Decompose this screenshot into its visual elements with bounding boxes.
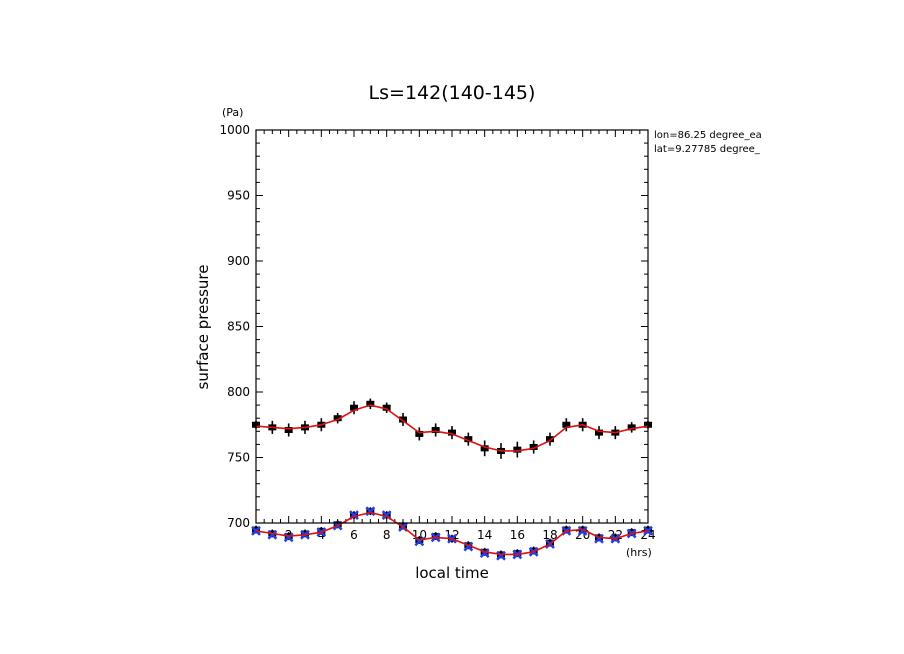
square-marker: [513, 446, 522, 453]
y-tick-label: 850: [227, 320, 250, 334]
x-marker: [267, 529, 278, 540]
y-tick-label: 700: [227, 516, 250, 530]
y-tick-label: 800: [227, 385, 250, 399]
x-tick-label: 18: [542, 528, 557, 542]
y-tick-label: 1000: [219, 123, 250, 137]
square-marker: [415, 430, 424, 437]
annotation-lon: lon=86.25 degree_ea: [654, 130, 762, 141]
square-marker: [595, 429, 603, 436]
square-marker: [333, 415, 342, 422]
square-marker: [562, 421, 571, 428]
tick-labels: 7007508008509009501000246810121416182022…: [219, 123, 655, 542]
x-marker: [251, 525, 261, 536]
square-marker: [366, 400, 375, 407]
x-tick-label: 6: [350, 528, 358, 542]
x-tick-label: 8: [383, 528, 391, 542]
square-marker: [382, 404, 391, 411]
fit-line: [255, 511, 649, 556]
square-marker: [284, 426, 293, 433]
data-marks: [251, 398, 653, 561]
x-unit-label: (hrs): [626, 546, 652, 559]
y-tick-label: 750: [227, 451, 250, 465]
y-tick-label: 950: [227, 189, 250, 203]
x-marker: [577, 525, 588, 536]
square-marker: [529, 444, 538, 451]
x-axis-label: local time: [415, 564, 489, 582]
annotation-lat: lat=9.27785 degree_: [654, 144, 761, 155]
x-marker: [283, 532, 294, 543]
square-marker: [448, 429, 456, 436]
square-marker: [546, 436, 554, 443]
chart-title: Ls=142(140-145): [369, 82, 536, 104]
square-marker: [480, 445, 489, 452]
axis-ticks: [255, 129, 649, 524]
square-marker: [627, 424, 636, 431]
plot-frame: [255, 129, 649, 524]
x-tick-label: 4: [318, 528, 326, 542]
y-unit-label: (Pa): [222, 106, 243, 119]
square-marker: [431, 426, 440, 433]
square-marker: [399, 416, 407, 423]
y-axis-label: surface pressure: [194, 265, 212, 390]
x-marker: [643, 525, 653, 536]
square-marker: [464, 436, 473, 443]
series-4: [255, 511, 649, 556]
y-tick-label: 900: [227, 254, 250, 268]
series-3: [255, 404, 649, 452]
square-marker: [350, 404, 358, 411]
x-tick-label: 16: [510, 528, 525, 542]
x-marker: [496, 550, 506, 561]
x-tick-label: 14: [477, 528, 492, 542]
fit-line: [255, 404, 649, 452]
